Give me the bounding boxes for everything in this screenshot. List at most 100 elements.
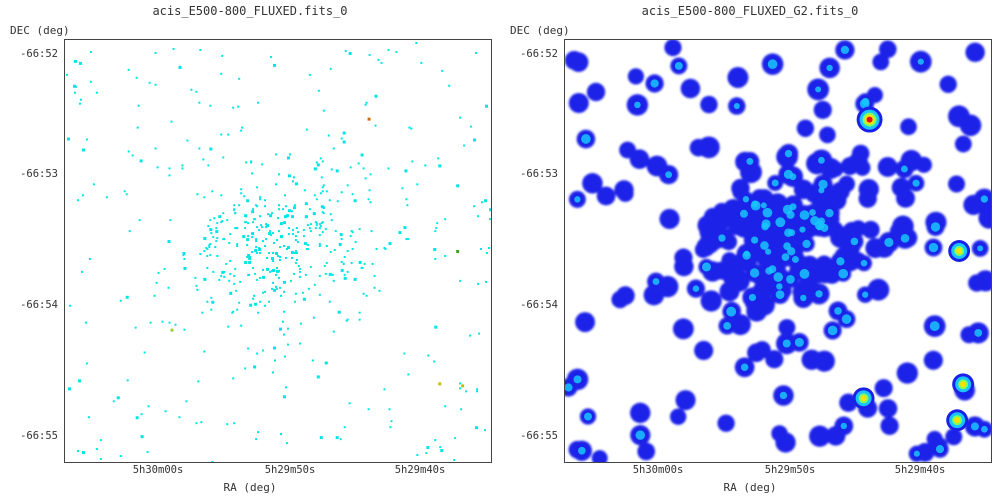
event-pixel <box>222 156 225 159</box>
event-pixel <box>215 227 218 230</box>
emission-core <box>767 59 778 69</box>
event-pixel <box>321 190 324 193</box>
event-pixel <box>210 296 213 299</box>
event-pixel <box>324 272 327 275</box>
event-pixel <box>298 267 301 270</box>
event-pixel <box>251 210 255 214</box>
event-pixel <box>348 51 352 55</box>
emission-blob <box>939 75 957 93</box>
event-pixel <box>220 72 223 75</box>
smoothed-cores <box>565 45 989 457</box>
event-pixel <box>294 235 297 238</box>
event-pixel <box>439 446 442 449</box>
event-pixel <box>283 215 287 219</box>
event-pixel <box>214 246 217 249</box>
event-pixel <box>459 116 462 119</box>
event-pixel <box>277 254 279 257</box>
event-pixel <box>348 402 351 405</box>
event-pixel <box>415 41 418 44</box>
event-pixel <box>88 257 91 260</box>
event-pixel <box>253 365 257 369</box>
event-pixel <box>433 360 436 363</box>
emission-blob <box>965 42 985 63</box>
event-pixel <box>329 251 332 253</box>
left-image-canvas[interactable] <box>64 39 492 463</box>
event-pixel <box>323 264 326 267</box>
event-pixel <box>476 390 479 393</box>
event-pixel <box>401 187 404 190</box>
right-image-canvas[interactable] <box>564 39 992 463</box>
event-pixel <box>278 208 280 211</box>
event-pixel <box>304 202 308 206</box>
event-pixel <box>227 325 230 328</box>
event-pixel <box>383 388 386 391</box>
event-pixel <box>143 351 146 354</box>
event-pixel <box>210 232 213 235</box>
event-pixel <box>269 230 272 233</box>
event-pixel <box>324 361 328 365</box>
event-pixel <box>80 270 83 273</box>
event-pixel <box>367 198 370 201</box>
event-pixel <box>211 300 215 304</box>
left-ytick-4: -66:55 <box>20 430 58 442</box>
event-pixel <box>67 387 71 391</box>
emission-blob <box>659 208 680 230</box>
emission-blob <box>735 151 756 172</box>
event-pixel <box>330 219 333 222</box>
emission-blob <box>703 207 722 226</box>
event-pixel <box>255 438 258 441</box>
event-pixel <box>241 126 244 129</box>
emission-blob <box>891 177 911 198</box>
emission-core <box>912 179 920 187</box>
event-pixel <box>321 231 324 234</box>
event-pixel <box>198 147 201 150</box>
event-pixel <box>287 174 291 178</box>
event-pixel <box>343 276 347 280</box>
emission-core <box>913 450 920 457</box>
event-pixel <box>259 300 262 303</box>
event-pixel <box>66 137 70 141</box>
event-pixel <box>334 230 337 233</box>
event-pixel <box>375 248 378 251</box>
event-pixel <box>285 214 289 218</box>
event-pixel <box>475 51 478 54</box>
event-pixel <box>157 271 160 274</box>
event-pixel <box>357 162 360 165</box>
event-pixel <box>358 260 362 264</box>
bright-source-pixel <box>461 384 465 388</box>
left-dec-axis-label: DEC (deg) <box>10 24 70 37</box>
event-pixel <box>252 297 255 300</box>
event-pixel <box>416 183 419 186</box>
event-pixel <box>238 77 241 80</box>
left-y-tick-labels: -66:52 -66:53 -66:54 -66:55 <box>0 0 58 502</box>
emission-core <box>841 314 852 324</box>
event-pixel <box>185 400 188 403</box>
left-ytick-1: -66:52 <box>20 48 58 60</box>
event-pixel <box>368 189 371 192</box>
event-pixel <box>388 242 392 246</box>
event-pixel <box>216 222 219 225</box>
event-pixel <box>128 230 131 233</box>
event-pixel <box>221 270 225 274</box>
event-pixel <box>374 124 377 127</box>
event-pixel <box>258 229 261 232</box>
emission-core <box>840 45 850 55</box>
event-pixel <box>434 325 438 329</box>
emission-core <box>765 248 772 255</box>
emission-blob <box>826 221 844 239</box>
right-xtick-3: 5h29m40s <box>894 464 946 476</box>
right-panel-title: acis_E500-800_FLUXED_G2.fits_0 <box>641 4 859 18</box>
emission-blob <box>728 219 745 236</box>
event-pixel <box>336 200 339 203</box>
event-pixel <box>237 105 240 108</box>
event-pixel <box>203 250 206 252</box>
right-smoothed-map <box>565 40 991 462</box>
event-pixel <box>316 375 320 379</box>
bright-source-pixel <box>456 250 460 253</box>
emission-core <box>838 268 849 279</box>
event-pixel <box>329 67 332 70</box>
event-pixel <box>358 318 361 321</box>
event-pixel <box>246 238 250 242</box>
emission-core <box>723 321 732 330</box>
event-pixel <box>218 215 222 219</box>
